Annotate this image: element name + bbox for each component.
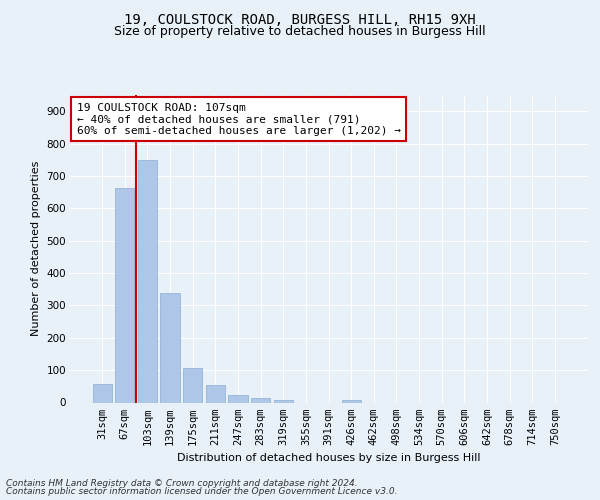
Bar [183, 368, 202, 402]
Bar [160, 294, 180, 403]
Text: Size of property relative to detached houses in Burgess Hill: Size of property relative to detached ho… [114, 25, 486, 38]
Bar [138, 160, 157, 402]
Text: Contains HM Land Registry data © Crown copyright and database right 2024.: Contains HM Land Registry data © Crown c… [6, 478, 358, 488]
X-axis label: Distribution of detached houses by size in Burgess Hill: Distribution of detached houses by size … [177, 453, 480, 463]
Text: 19 COULSTOCK ROAD: 107sqm
← 40% of detached houses are smaller (791)
60% of semi: 19 COULSTOCK ROAD: 107sqm ← 40% of detac… [77, 102, 401, 136]
Bar [92, 384, 112, 402]
Bar [274, 400, 293, 402]
Y-axis label: Number of detached properties: Number of detached properties [31, 161, 41, 336]
Bar [115, 188, 134, 402]
Text: 19, COULSTOCK ROAD, BURGESS HILL, RH15 9XH: 19, COULSTOCK ROAD, BURGESS HILL, RH15 9… [124, 12, 476, 26]
Bar [206, 385, 225, 402]
Bar [341, 400, 361, 402]
Bar [251, 398, 270, 402]
Bar [229, 394, 248, 402]
Text: Contains public sector information licensed under the Open Government Licence v3: Contains public sector information licen… [6, 487, 398, 496]
